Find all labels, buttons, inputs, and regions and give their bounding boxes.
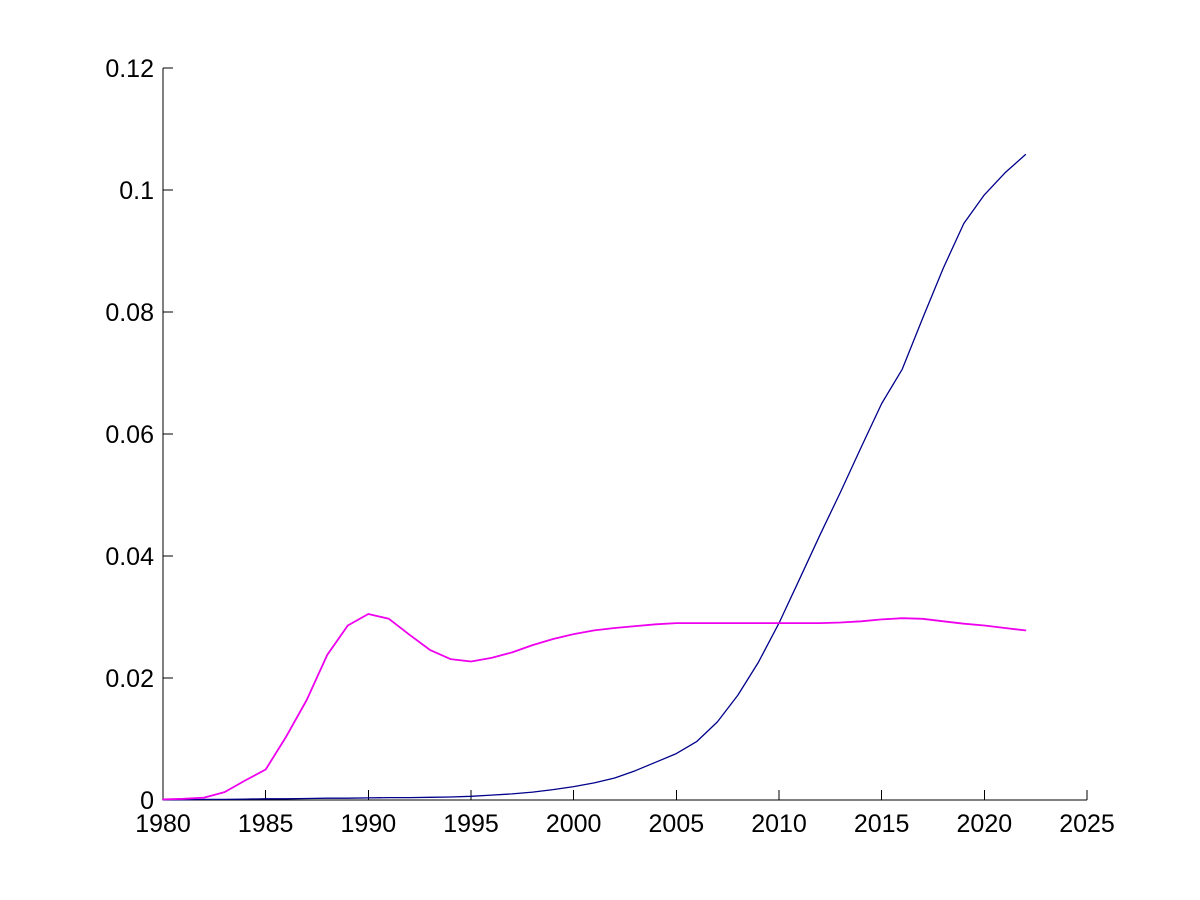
y-tick-label: 0.08 (105, 299, 154, 327)
y-tick-label: 0.06 (105, 421, 154, 449)
x-tick-label: 2010 (751, 810, 807, 838)
y-tick-label: 0.02 (105, 665, 154, 693)
axes (162, 68, 1087, 801)
y-tick-label: 0.04 (105, 543, 154, 571)
x-tick-label: 2020 (957, 810, 1013, 838)
x-tick-label: 2015 (854, 810, 910, 838)
x-tick-label: 2000 (546, 810, 602, 838)
x-tick-label: 2025 (1059, 810, 1115, 838)
x-tick-label: 2005 (649, 810, 705, 838)
y-tick-label: 0 (140, 787, 154, 815)
x-tick-label: 1980 (135, 810, 191, 838)
x-tick-label: 1995 (443, 810, 499, 838)
y-tick-label: 0.12 (105, 55, 154, 83)
dark-blue-series-line (162, 153, 1027, 801)
x-tick-label: 1985 (238, 810, 294, 838)
y-tick-label: 0.1 (119, 177, 154, 205)
magenta-series-line (162, 613, 1027, 801)
x-tick-label: 1990 (341, 810, 397, 838)
